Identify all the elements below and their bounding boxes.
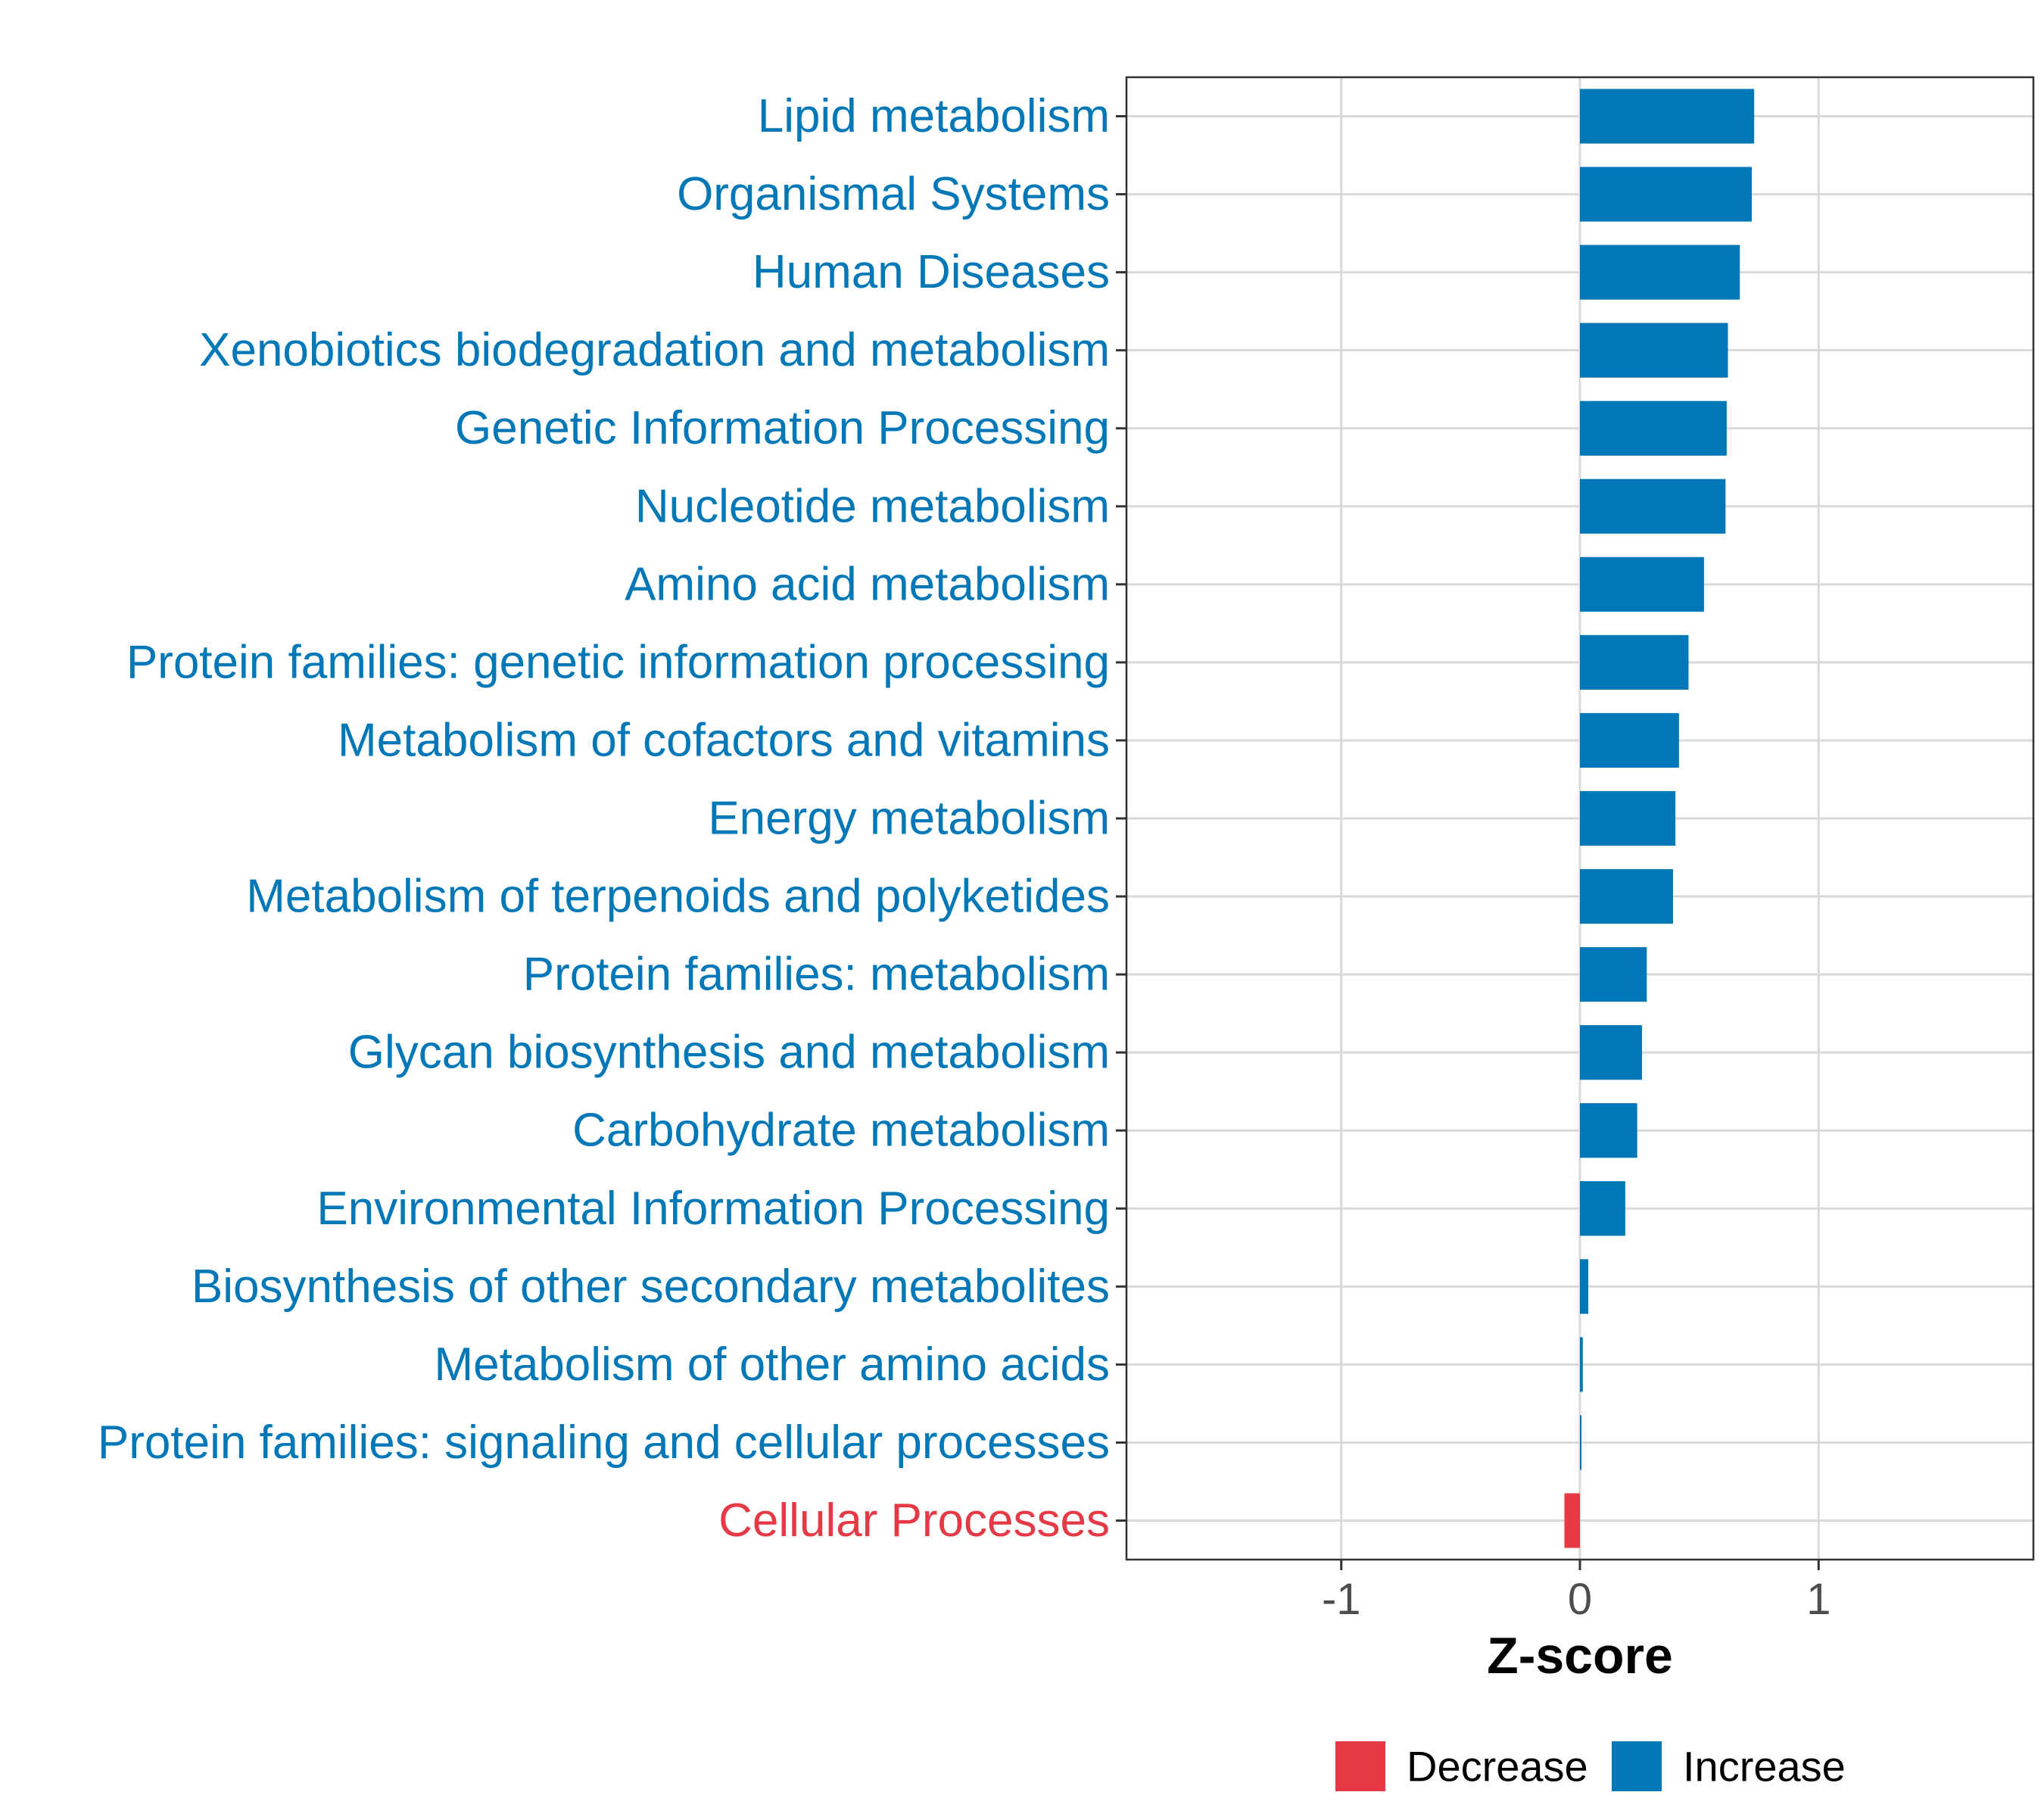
y-tick-label: Metabolism of cofactors and vitamins (338, 714, 1110, 766)
bar (1580, 1025, 1642, 1080)
x-tick-label: 0 (1568, 1575, 1592, 1624)
y-tick-label: Amino acid metabolism (625, 558, 1110, 610)
bar (1580, 1415, 1581, 1470)
bar (1580, 712, 1679, 768)
bar (1580, 89, 1755, 144)
y-tick-label: Metabolism of terpenoids and polyketides (246, 871, 1110, 923)
y-tick-label: Protein families: signaling and cellular… (98, 1417, 1110, 1469)
x-tick-label: -1 (1322, 1575, 1361, 1624)
legend-swatch (1612, 1741, 1662, 1791)
bars (1564, 89, 1755, 1548)
y-tick-label: Cellular Processes (718, 1494, 1110, 1547)
y-tick-label: Glycan biosynthesis and metabolism (348, 1027, 1110, 1079)
y-tick-label: Protein families: metabolism (523, 949, 1110, 1001)
y-tick-label: Carbohydrate metabolism (572, 1105, 1110, 1157)
bar (1580, 947, 1647, 1002)
y-tick-label: Protein families: genetic information pr… (126, 636, 1110, 688)
y-tick-label: Human Diseases (752, 246, 1110, 298)
bar (1564, 1493, 1580, 1548)
y-tick-label: Energy metabolism (708, 793, 1110, 845)
legend: Decrease Increase (1335, 1741, 1846, 1791)
bar (1580, 556, 1704, 612)
y-tick-label: Metabolism of other amino acids (434, 1339, 1110, 1391)
y-tick-label: Nucleotide metabolism (635, 480, 1110, 532)
y-tick-label: Organismal Systems (677, 168, 1110, 220)
bar (1580, 634, 1689, 690)
x-axis-title: Z-score (1487, 1627, 1673, 1685)
y-tick-label: Biosynthesis of other secondary metaboli… (192, 1261, 1110, 1313)
bar (1580, 478, 1726, 534)
bar (1580, 1181, 1625, 1236)
y-axis-labels: Lipid metabolism Organismal Systems Human … (98, 90, 1110, 1547)
legend-label: Increase (1683, 1743, 1846, 1791)
x-axis-ticks (1340, 1560, 1820, 1570)
legend-label: Decrease (1407, 1743, 1588, 1791)
bar (1580, 400, 1727, 456)
y-tick-label: Environmental Information Processing (316, 1183, 1110, 1235)
bar (1580, 245, 1740, 300)
bar (1580, 1337, 1583, 1392)
x-axis-labels: -1 0 1 (1322, 1575, 1831, 1624)
bar (1580, 167, 1752, 222)
legend-swatch (1335, 1741, 1385, 1791)
bar (1580, 1103, 1637, 1158)
y-axis-ticks (1116, 115, 1126, 1522)
y-tick-label: Xenobiotics biodegradation and metabolis… (199, 324, 1110, 376)
y-tick-label: Genetic Information Processing (455, 402, 1110, 454)
bar (1580, 323, 1728, 378)
x-tick-label: 1 (1806, 1575, 1831, 1624)
bar (1580, 1259, 1589, 1314)
bar (1580, 868, 1673, 924)
y-tick-label: Lipid metabolism (758, 90, 1110, 142)
bar (1580, 790, 1676, 846)
